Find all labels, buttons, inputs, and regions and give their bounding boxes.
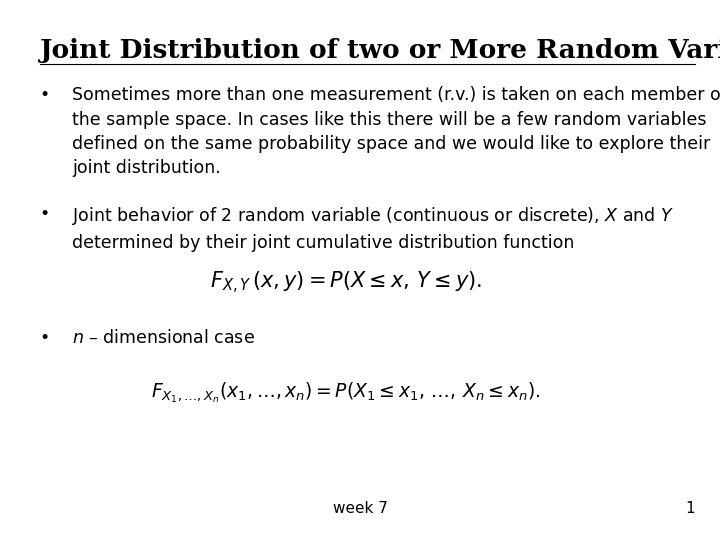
Text: $n$ – dimensional case: $n$ – dimensional case [72, 329, 255, 347]
Text: $F_{X,Y}\,(x, y) = P(X \leq x,\, Y \leq y).$: $F_{X,Y}\,(x, y) = P(X \leq x,\, Y \leq … [210, 270, 482, 296]
Text: •: • [40, 329, 50, 347]
Text: 1: 1 [685, 501, 695, 516]
Text: •: • [40, 86, 50, 104]
Text: Joint behavior of 2 random variable (continuous or discrete), $X$ and $Y$
determ: Joint behavior of 2 random variable (con… [72, 205, 674, 252]
Text: $F_{X_1,\ldots,X_n}(x_1,\ldots,x_n) = P(X_1 \leq x_1,\, \ldots,\, X_n \leq x_n).: $F_{X_1,\ldots,X_n}(x_1,\ldots,x_n) = P(… [151, 381, 540, 406]
Text: Joint Distribution of two or More Random Variables: Joint Distribution of two or More Random… [40, 38, 720, 63]
Text: •: • [40, 205, 50, 223]
Text: Sometimes more than one measurement (r.v.) is taken on each member of
the sample: Sometimes more than one measurement (r.v… [72, 86, 720, 177]
Text: week 7: week 7 [333, 501, 387, 516]
